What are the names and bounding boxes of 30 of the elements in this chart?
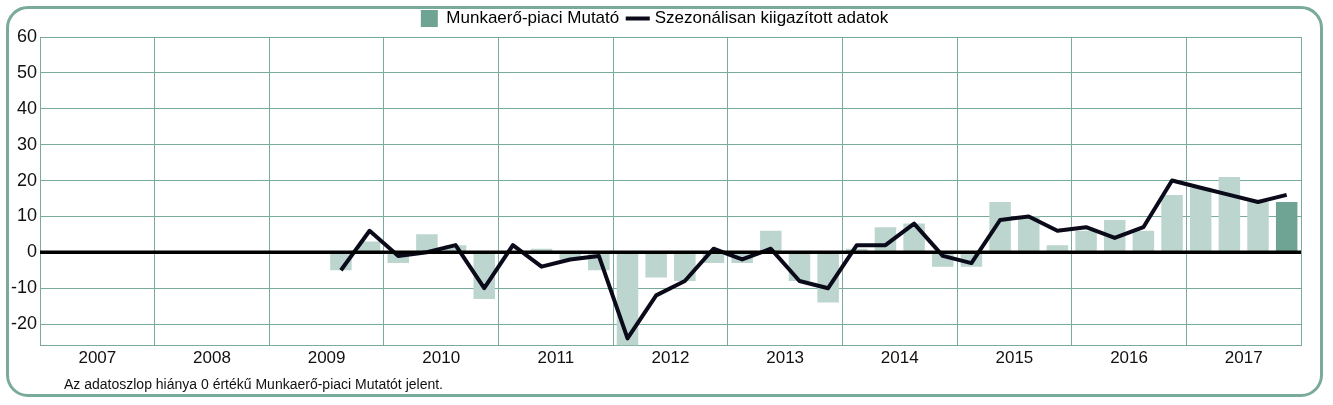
- y-tick-label: 50: [16, 61, 38, 82]
- bar: [645, 252, 667, 278]
- y-tick-label: 60: [16, 25, 38, 46]
- bar: [1247, 202, 1269, 252]
- bar: [1218, 176, 1241, 252]
- y-tick-label: 10: [16, 205, 38, 226]
- x-tick-label: 2008: [193, 348, 231, 368]
- y-tick-label: 0: [27, 241, 38, 262]
- x-tick-label: 2013: [766, 348, 805, 368]
- x-tick-label: 2007: [78, 348, 117, 368]
- x-tick-label: 2016: [1110, 348, 1148, 368]
- bar: [1075, 230, 1097, 252]
- y-tick-label: 30: [16, 133, 38, 154]
- x-tick-label: 2015: [995, 348, 1034, 368]
- bar: [1161, 194, 1183, 252]
- y-tick-label: -20: [11, 313, 38, 334]
- legend-label: Munkaerő-piaci Mutató: [446, 8, 620, 28]
- text: Az adatoszlop hiánya 0 értékű Munkaerő-piaci Mutatót jelent.: [64, 376, 443, 392]
- x-tick-label: 2012: [651, 348, 690, 368]
- x-tick-label: 2010: [422, 348, 461, 368]
- x-tick-label: 2014: [880, 348, 919, 368]
- bar: [1189, 187, 1212, 252]
- x-tick-label: 2009: [307, 348, 346, 368]
- y-tick-label: 40: [16, 97, 38, 118]
- x-tick-label: 2017: [1224, 348, 1263, 368]
- y-tick-label: -10: [11, 277, 38, 298]
- y-tick-label: 20: [16, 169, 38, 190]
- legend-label: Szezonálisan kiigazított adatok: [654, 8, 889, 28]
- bar: [1132, 230, 1155, 252]
- x-tick-label: 2011: [537, 348, 575, 368]
